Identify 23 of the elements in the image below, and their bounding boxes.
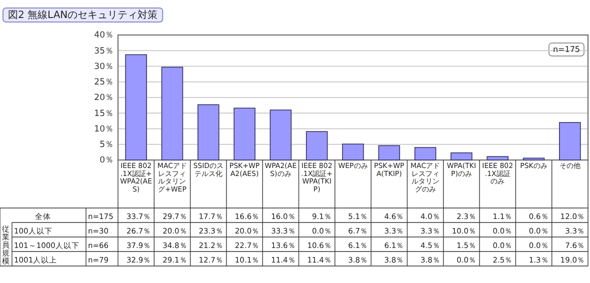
bar	[234, 108, 256, 160]
bar	[342, 144, 364, 160]
y-tick-label: 20％	[94, 93, 114, 104]
y-tick-label: 40％	[94, 30, 114, 41]
y-tick-label: 15％	[94, 108, 114, 119]
y-tick-label: 30％	[94, 62, 114, 72]
bar	[198, 104, 220, 160]
bar	[125, 54, 147, 160]
bar	[161, 66, 184, 160]
bar	[414, 147, 436, 160]
chart-title: 図2 無線LANのセキュリティ対策	[8, 9, 158, 21]
annotation: n=175	[552, 45, 580, 54]
y-tick-label: 5％	[100, 140, 114, 150]
bar	[559, 122, 581, 160]
bar	[270, 110, 292, 160]
bar	[486, 156, 508, 160]
bar	[450, 152, 472, 160]
y-tick-label: 25％	[94, 78, 114, 88]
y-tick-label: 10％	[94, 124, 114, 134]
bar	[378, 145, 400, 160]
bar	[306, 131, 328, 160]
y-tick-label: 0％	[100, 156, 114, 166]
y-tick-label: 35％	[94, 46, 114, 56]
